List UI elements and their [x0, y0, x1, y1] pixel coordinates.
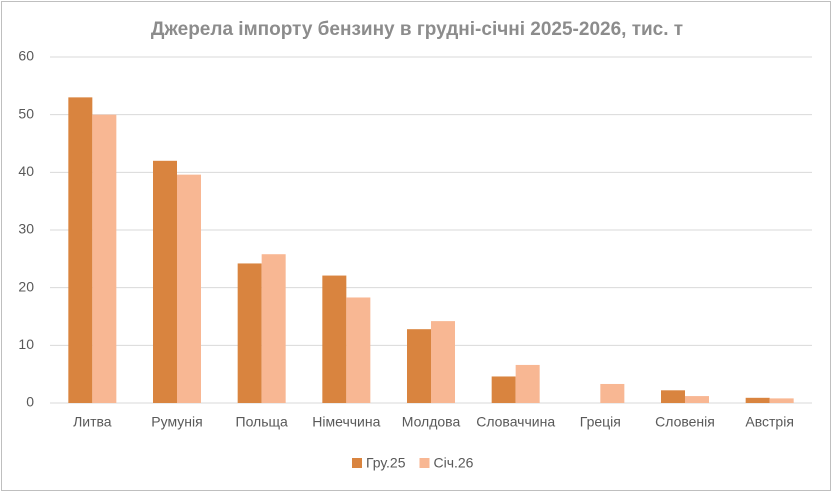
bar: [431, 321, 455, 403]
bar: [407, 329, 431, 403]
x-tick-label: Німеччина: [312, 414, 380, 430]
legend-swatch: [419, 458, 430, 468]
x-tick-label: Австрія: [745, 414, 794, 430]
bar: [745, 397, 770, 403]
bar: [346, 297, 371, 403]
bar: [68, 97, 93, 403]
x-tick-label: Словенія: [655, 414, 715, 430]
y-tick-label: 40: [18, 163, 34, 179]
x-tick-label: Греція: [580, 414, 621, 430]
legend-swatch: [352, 458, 362, 468]
bar: [661, 390, 685, 403]
bar: [177, 174, 201, 403]
x-tick-label: Молдова: [402, 414, 461, 430]
bar: [769, 398, 794, 403]
bar: [600, 383, 625, 403]
bar: [685, 396, 709, 403]
legend-label: Гру.25: [366, 455, 406, 471]
bar: [515, 364, 540, 403]
x-tick-label: Литва: [73, 414, 112, 430]
bar: [261, 254, 286, 403]
y-tick-label: 20: [18, 278, 34, 294]
y-tick-label: 0: [26, 394, 34, 410]
y-tick-label: 10: [18, 336, 34, 352]
bar: [237, 263, 262, 403]
x-tick-label: Румунія: [151, 414, 202, 430]
bar: [92, 114, 117, 404]
bar: [153, 160, 177, 403]
y-tick-label: 50: [18, 105, 34, 121]
chart-title: Джерела імпорту бензину в грудні-січні 2…: [151, 19, 683, 40]
legend-label: Січ.26: [433, 455, 473, 471]
y-tick-label: 30: [18, 221, 34, 237]
bar: [491, 376, 516, 403]
bar: [322, 275, 347, 403]
x-tick-label: Польща: [236, 414, 289, 430]
y-tick-label: 60: [18, 48, 34, 64]
x-tick-label: Словаччина: [476, 414, 555, 430]
